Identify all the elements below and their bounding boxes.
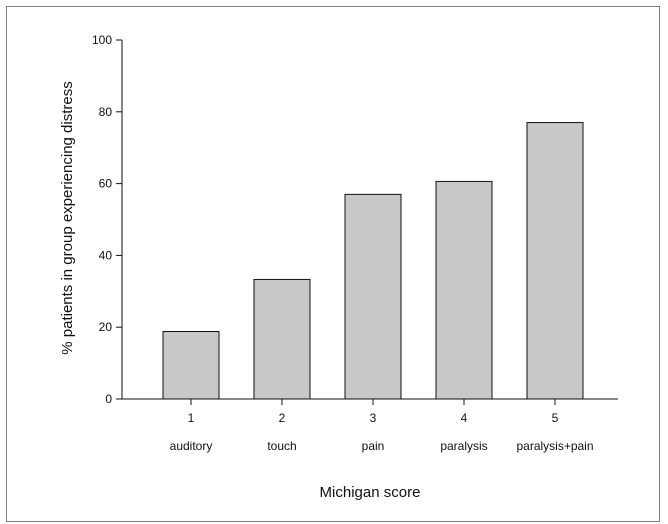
x-category-sublabel: auditory bbox=[170, 439, 213, 453]
bar-5 bbox=[526, 122, 584, 400]
x-ticks-group: 1 auditory 2 touch 3 pain 4 paralysis 5 paralysis… bbox=[170, 399, 594, 453]
x-axis-title: Michigan score bbox=[320, 484, 421, 501]
y-tick-label: 80 bbox=[99, 105, 113, 119]
x-category-sublabel: paralysis+pain bbox=[516, 439, 593, 453]
bars-group bbox=[162, 122, 584, 400]
bar-4 bbox=[435, 180, 493, 400]
x-tick-label: 4 bbox=[461, 411, 468, 425]
y-tick-label: 0 bbox=[105, 392, 112, 406]
y-ticks-group: 0 20 40 60 80 100 bbox=[92, 33, 122, 406]
x-tick-label: 3 bbox=[370, 411, 377, 425]
y-tick-label: 20 bbox=[99, 320, 113, 334]
x-tick-label: 5 bbox=[552, 411, 559, 425]
bar-3 bbox=[344, 193, 402, 400]
bar-2 bbox=[253, 278, 311, 400]
x-tick-label: 2 bbox=[279, 411, 286, 425]
y-tick-label: 60 bbox=[99, 177, 113, 191]
x-category-sublabel: touch bbox=[267, 439, 296, 453]
bar-1 bbox=[162, 331, 220, 400]
x-category-sublabel: paralysis bbox=[440, 439, 487, 453]
y-axis-title: % patients in group experiencing distres… bbox=[59, 81, 76, 355]
y-tick-label: 40 bbox=[99, 248, 113, 262]
x-tick-label: 1 bbox=[188, 411, 195, 425]
x-category-sublabel: pain bbox=[362, 439, 385, 453]
y-tick-label: 100 bbox=[92, 33, 112, 47]
